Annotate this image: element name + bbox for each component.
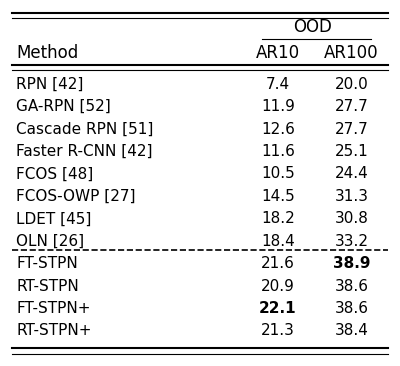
Text: 21.6: 21.6	[261, 256, 295, 271]
Text: AR100: AR100	[324, 44, 379, 62]
Text: LDET [45]: LDET [45]	[16, 211, 91, 226]
Text: 24.4: 24.4	[335, 167, 368, 182]
Text: 7.4: 7.4	[266, 77, 290, 92]
Text: RT-STPN+: RT-STPN+	[16, 324, 92, 339]
Text: 27.7: 27.7	[335, 99, 368, 114]
Text: 21.3: 21.3	[261, 324, 295, 339]
Text: 18.4: 18.4	[261, 234, 295, 249]
Text: Method: Method	[16, 44, 78, 62]
Text: 10.5: 10.5	[261, 167, 295, 182]
Text: 22.1: 22.1	[259, 301, 297, 316]
Text: 25.1: 25.1	[335, 144, 368, 159]
Text: OOD: OOD	[293, 18, 332, 37]
Text: GA-RPN [52]: GA-RPN [52]	[16, 99, 111, 114]
Text: 14.5: 14.5	[261, 189, 295, 204]
Text: AR10: AR10	[256, 44, 300, 62]
Text: 38.4: 38.4	[334, 324, 368, 339]
Text: 30.8: 30.8	[334, 211, 368, 226]
Text: RT-STPN: RT-STPN	[16, 279, 79, 294]
Text: FT-STPN+: FT-STPN+	[16, 301, 90, 316]
Text: 38.9: 38.9	[333, 256, 370, 271]
Text: 38.6: 38.6	[334, 301, 368, 316]
Text: 12.6: 12.6	[261, 122, 295, 137]
Text: 20.9: 20.9	[261, 279, 295, 294]
Text: 31.3: 31.3	[334, 189, 368, 204]
Text: 27.7: 27.7	[335, 122, 368, 137]
Text: 11.6: 11.6	[261, 144, 295, 159]
Text: 11.9: 11.9	[261, 99, 295, 114]
Text: 38.6: 38.6	[334, 279, 368, 294]
Text: Faster R-CNN [42]: Faster R-CNN [42]	[16, 144, 152, 159]
Text: FT-STPN: FT-STPN	[16, 256, 78, 271]
Text: FCOS-OWP [27]: FCOS-OWP [27]	[16, 189, 136, 204]
Text: RPN [42]: RPN [42]	[16, 77, 83, 92]
Text: 20.0: 20.0	[335, 77, 368, 92]
Text: FCOS [48]: FCOS [48]	[16, 167, 93, 182]
Text: Cascade RPN [51]: Cascade RPN [51]	[16, 122, 153, 137]
Text: 33.2: 33.2	[334, 234, 368, 249]
Text: 18.2: 18.2	[261, 211, 295, 226]
Text: OLN [26]: OLN [26]	[16, 234, 84, 249]
